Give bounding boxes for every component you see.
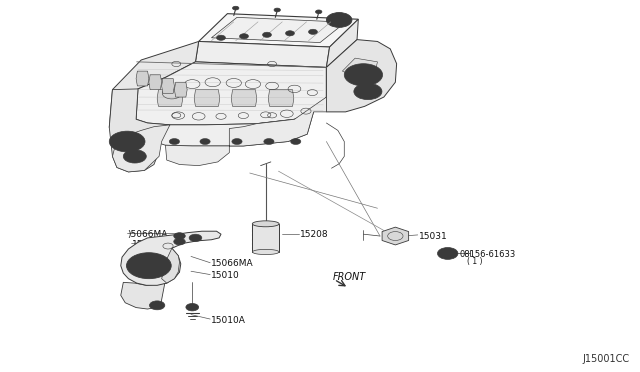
Polygon shape — [268, 90, 294, 106]
Text: ( 1 ): ( 1 ) — [467, 257, 483, 266]
Text: 15066MA: 15066MA — [211, 259, 254, 268]
Circle shape — [143, 262, 156, 269]
Circle shape — [344, 64, 383, 86]
Circle shape — [316, 10, 322, 14]
Circle shape — [109, 131, 145, 152]
Polygon shape — [113, 125, 170, 172]
Polygon shape — [342, 58, 378, 80]
Circle shape — [232, 138, 242, 144]
Text: FRONT: FRONT — [333, 272, 366, 282]
Circle shape — [308, 29, 317, 35]
Polygon shape — [166, 97, 326, 166]
Bar — [252, 224, 279, 252]
Circle shape — [127, 253, 172, 279]
Circle shape — [291, 138, 301, 144]
Polygon shape — [149, 75, 162, 90]
Text: J15001CC: J15001CC — [582, 354, 630, 364]
Polygon shape — [174, 82, 187, 97]
Circle shape — [122, 138, 132, 144]
Polygon shape — [211, 17, 346, 42]
Polygon shape — [326, 39, 397, 112]
Text: )5066MA: )5066MA — [127, 230, 168, 239]
Polygon shape — [121, 256, 179, 309]
Text: 15066M: 15066M — [132, 240, 168, 249]
Circle shape — [326, 13, 352, 28]
Circle shape — [285, 31, 294, 36]
Circle shape — [264, 138, 274, 144]
Polygon shape — [195, 41, 330, 67]
Polygon shape — [162, 78, 174, 93]
Polygon shape — [157, 90, 182, 106]
Polygon shape — [194, 90, 220, 106]
Text: 08156-61633: 08156-61633 — [460, 250, 515, 259]
Polygon shape — [198, 14, 358, 47]
Ellipse shape — [252, 221, 279, 227]
Circle shape — [170, 138, 179, 144]
Text: 15010: 15010 — [211, 271, 240, 280]
Ellipse shape — [252, 249, 279, 254]
Circle shape — [124, 150, 147, 163]
Polygon shape — [109, 41, 198, 128]
Text: 15031: 15031 — [419, 231, 448, 241]
Circle shape — [173, 238, 185, 245]
Polygon shape — [136, 71, 149, 86]
Polygon shape — [151, 112, 314, 146]
Polygon shape — [136, 62, 326, 125]
Circle shape — [262, 32, 271, 37]
Circle shape — [216, 35, 225, 40]
Circle shape — [438, 247, 458, 259]
Circle shape — [186, 304, 198, 311]
Circle shape — [354, 83, 382, 100]
Polygon shape — [326, 19, 358, 67]
Polygon shape — [162, 248, 179, 283]
Circle shape — [239, 34, 248, 39]
Circle shape — [274, 8, 280, 12]
Polygon shape — [109, 89, 170, 172]
Polygon shape — [382, 227, 408, 245]
Circle shape — [150, 301, 165, 310]
Circle shape — [442, 250, 454, 257]
Circle shape — [173, 233, 185, 239]
Circle shape — [135, 257, 163, 274]
Polygon shape — [121, 231, 221, 285]
Circle shape — [200, 138, 210, 144]
Circle shape — [232, 6, 239, 10]
Circle shape — [189, 234, 202, 241]
Polygon shape — [231, 90, 257, 106]
Text: 15208: 15208 — [300, 230, 328, 240]
Text: 15010A: 15010A — [211, 316, 246, 325]
